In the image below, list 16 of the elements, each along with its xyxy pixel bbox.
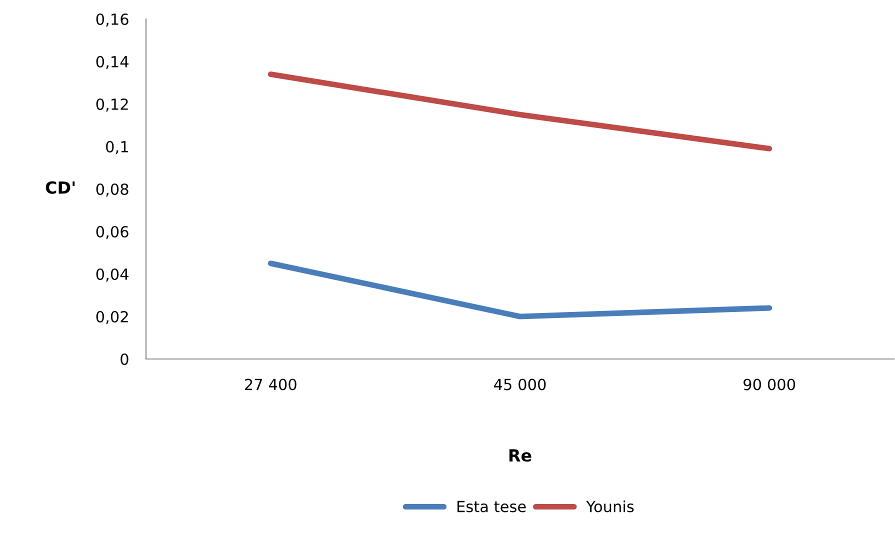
y-tick-label: 0,14 bbox=[96, 56, 128, 70]
legend-label: Esta tese bbox=[458, 500, 526, 512]
y-axis-title: CD' bbox=[46, 181, 75, 194]
x-tick-label: 45 000 bbox=[494, 378, 546, 390]
x-tick-label: 90 000 bbox=[744, 378, 796, 390]
y-tick-label: 0 bbox=[120, 353, 128, 366]
x-tick-label: 27 400 bbox=[245, 378, 296, 390]
y-tick-label: 0,12 bbox=[96, 98, 128, 112]
y-tick-label: 0,16 bbox=[96, 13, 128, 27]
y-tick-label: 0,02 bbox=[96, 310, 128, 324]
legend-label: Younis bbox=[586, 500, 634, 512]
y-tick-label: 0,06 bbox=[96, 226, 128, 240]
x-axis-title: Re bbox=[509, 449, 532, 462]
y-tick-label: 0,04 bbox=[96, 268, 128, 282]
y-tick-label: 0,08 bbox=[96, 183, 128, 197]
y-tick-label: 0,1 bbox=[106, 140, 128, 154]
